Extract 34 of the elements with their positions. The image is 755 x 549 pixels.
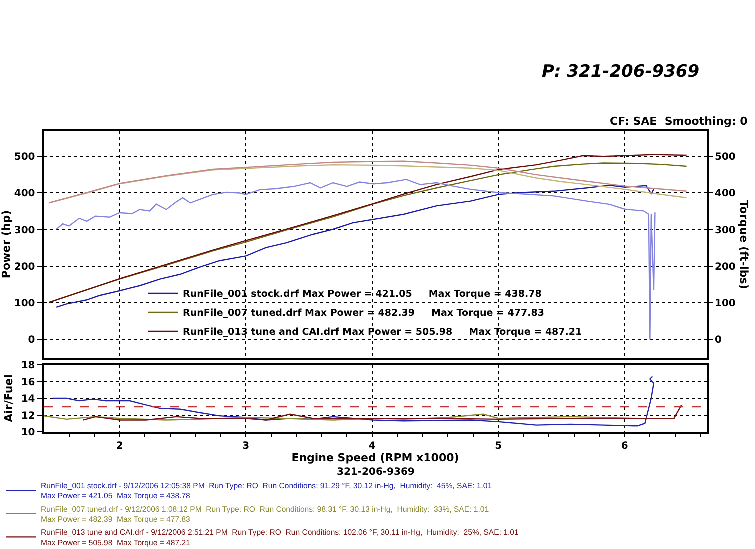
y2-tick-label: 100 xyxy=(715,298,736,310)
x-tick-label: 3 xyxy=(242,440,250,452)
y2-tick-label: 400 xyxy=(715,188,736,200)
y-tick-label: 200 xyxy=(14,262,36,273)
y-tick-label: 100 xyxy=(14,298,36,310)
line-series xyxy=(56,179,656,340)
y-axis-title: Air/Fuel xyxy=(2,374,16,422)
x-tick-label: 4 xyxy=(368,440,376,452)
y-tick-label: 18 xyxy=(21,360,36,372)
y-tick-label: 10 xyxy=(21,428,36,438)
legend-label: RunFile_013 tune and CAI.drf Max Power = 505.98 Max Torque = 487.21 xyxy=(183,327,582,338)
y-tick-label: 0 xyxy=(28,335,36,346)
x-axis-title: Engine Speed (RPM x1000) xyxy=(292,452,460,465)
y2-tick-label: 500 xyxy=(715,152,736,164)
y2-tick-label: 0 xyxy=(715,335,722,346)
x-tick-label: 6 xyxy=(621,440,628,452)
y2-tick-label: 300 xyxy=(715,225,736,236)
y2-axis-title: Torque (ft-lbs) xyxy=(738,200,750,290)
y-tick-label: 300 xyxy=(14,225,36,236)
line-series xyxy=(52,376,655,427)
y-tick-label: 500 xyxy=(14,152,36,164)
line-series xyxy=(56,184,655,308)
line-series xyxy=(82,404,682,421)
text: CF: SAE Smoothing: 0 xyxy=(610,115,748,128)
y-tick-label: 14 xyxy=(21,394,36,405)
x-tick-label: 5 xyxy=(495,440,502,452)
x-tick-label: 2 xyxy=(116,440,124,452)
y2-tick-label: 200 xyxy=(715,262,736,273)
text: 321-206-9369 xyxy=(337,467,415,478)
y-axis-title: Power (hp) xyxy=(0,210,13,279)
text: P: 321-206-9369 xyxy=(542,62,700,82)
y-tick-label: 12 xyxy=(21,410,36,422)
y-tick-label: 400 xyxy=(14,188,36,200)
y-tick-label: 16 xyxy=(21,377,36,388)
